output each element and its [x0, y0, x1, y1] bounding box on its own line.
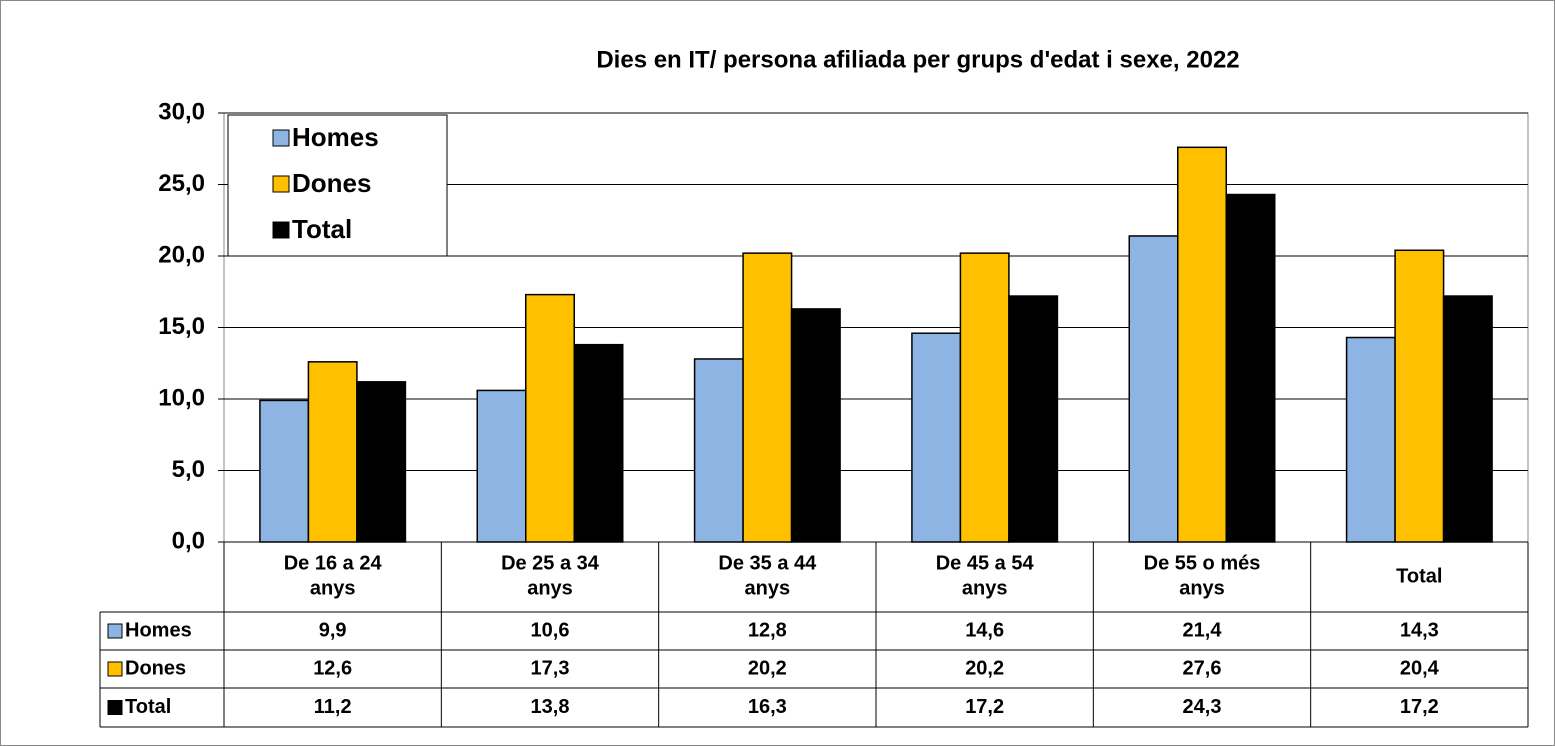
legend-key [272, 221, 290, 239]
legend-label: Dones [292, 168, 371, 198]
legend-key [272, 129, 290, 147]
bar [1442, 295, 1493, 543]
table-value: 17,3 [531, 657, 570, 679]
bar [1225, 193, 1276, 543]
bar [1177, 146, 1227, 543]
bar [790, 308, 841, 543]
table-value: 10,6 [531, 619, 570, 641]
y-tick-label: 15,0 [158, 313, 205, 340]
bar [525, 293, 575, 543]
y-tick-label: 0,0 [172, 527, 205, 554]
table-value: 27,6 [1183, 657, 1222, 679]
table-legend-key [107, 623, 123, 639]
table-value: 21,4 [1183, 619, 1223, 641]
legend-label: Homes [292, 122, 379, 152]
table-value: 13,8 [531, 696, 570, 718]
table-row-label: Dones [125, 657, 186, 679]
legend-box [227, 114, 448, 257]
table-value: 20,4 [1400, 657, 1440, 679]
table-row-label: Total [125, 696, 171, 718]
bar [356, 381, 407, 543]
bar [959, 252, 1010, 543]
x-tick-label: De 35 a 44 anys [718, 553, 817, 600]
y-tick-label: 5,0 [172, 456, 205, 483]
bar [573, 343, 624, 543]
table-value: 17,2 [1400, 696, 1439, 718]
table-value: 11,2 [314, 696, 352, 718]
bar [1345, 336, 1396, 543]
x-tick-label: De 45 a 54 anys [936, 553, 1035, 600]
table-value: 12,8 [748, 619, 787, 641]
table-row-label: Homes [125, 619, 192, 641]
bar [1394, 249, 1445, 543]
table-value: 20,2 [748, 657, 787, 679]
bar [693, 358, 744, 543]
x-tick-label: De 16 a 24 anys [284, 553, 383, 600]
y-tick-label: 10,0 [158, 384, 205, 411]
bar [911, 332, 962, 543]
bar [307, 361, 358, 543]
x-tick-label: De 55 o més anys [1144, 553, 1261, 600]
table-value: 9,9 [319, 619, 347, 641]
table-value: 20,2 [965, 657, 1004, 679]
table-value: 14,3 [1400, 619, 1439, 641]
table-value: 24,3 [1183, 696, 1222, 718]
table-value: 12,6 [313, 657, 352, 679]
table-legend-key [107, 700, 123, 715]
bar [476, 389, 527, 543]
x-tick-label: Total [1396, 565, 1442, 587]
chart-title: Dies en IT/ persona afiliada per grups d… [596, 46, 1239, 73]
bar [742, 252, 793, 543]
table-value: 16,3 [748, 696, 787, 718]
legend-key [272, 175, 290, 193]
y-tick-label: 30,0 [158, 98, 205, 125]
bar [1008, 295, 1059, 543]
x-tick-label: De 25 a 34 anys [501, 553, 600, 600]
table-legend-key [107, 661, 123, 677]
bar [259, 399, 310, 543]
y-tick-label: 20,0 [158, 241, 205, 268]
legend-label: Total [292, 214, 352, 244]
table-value: 17,2 [965, 696, 1004, 718]
table-value: 14,6 [965, 619, 1004, 641]
y-tick-label: 25,0 [158, 170, 205, 197]
bar [1128, 235, 1179, 543]
